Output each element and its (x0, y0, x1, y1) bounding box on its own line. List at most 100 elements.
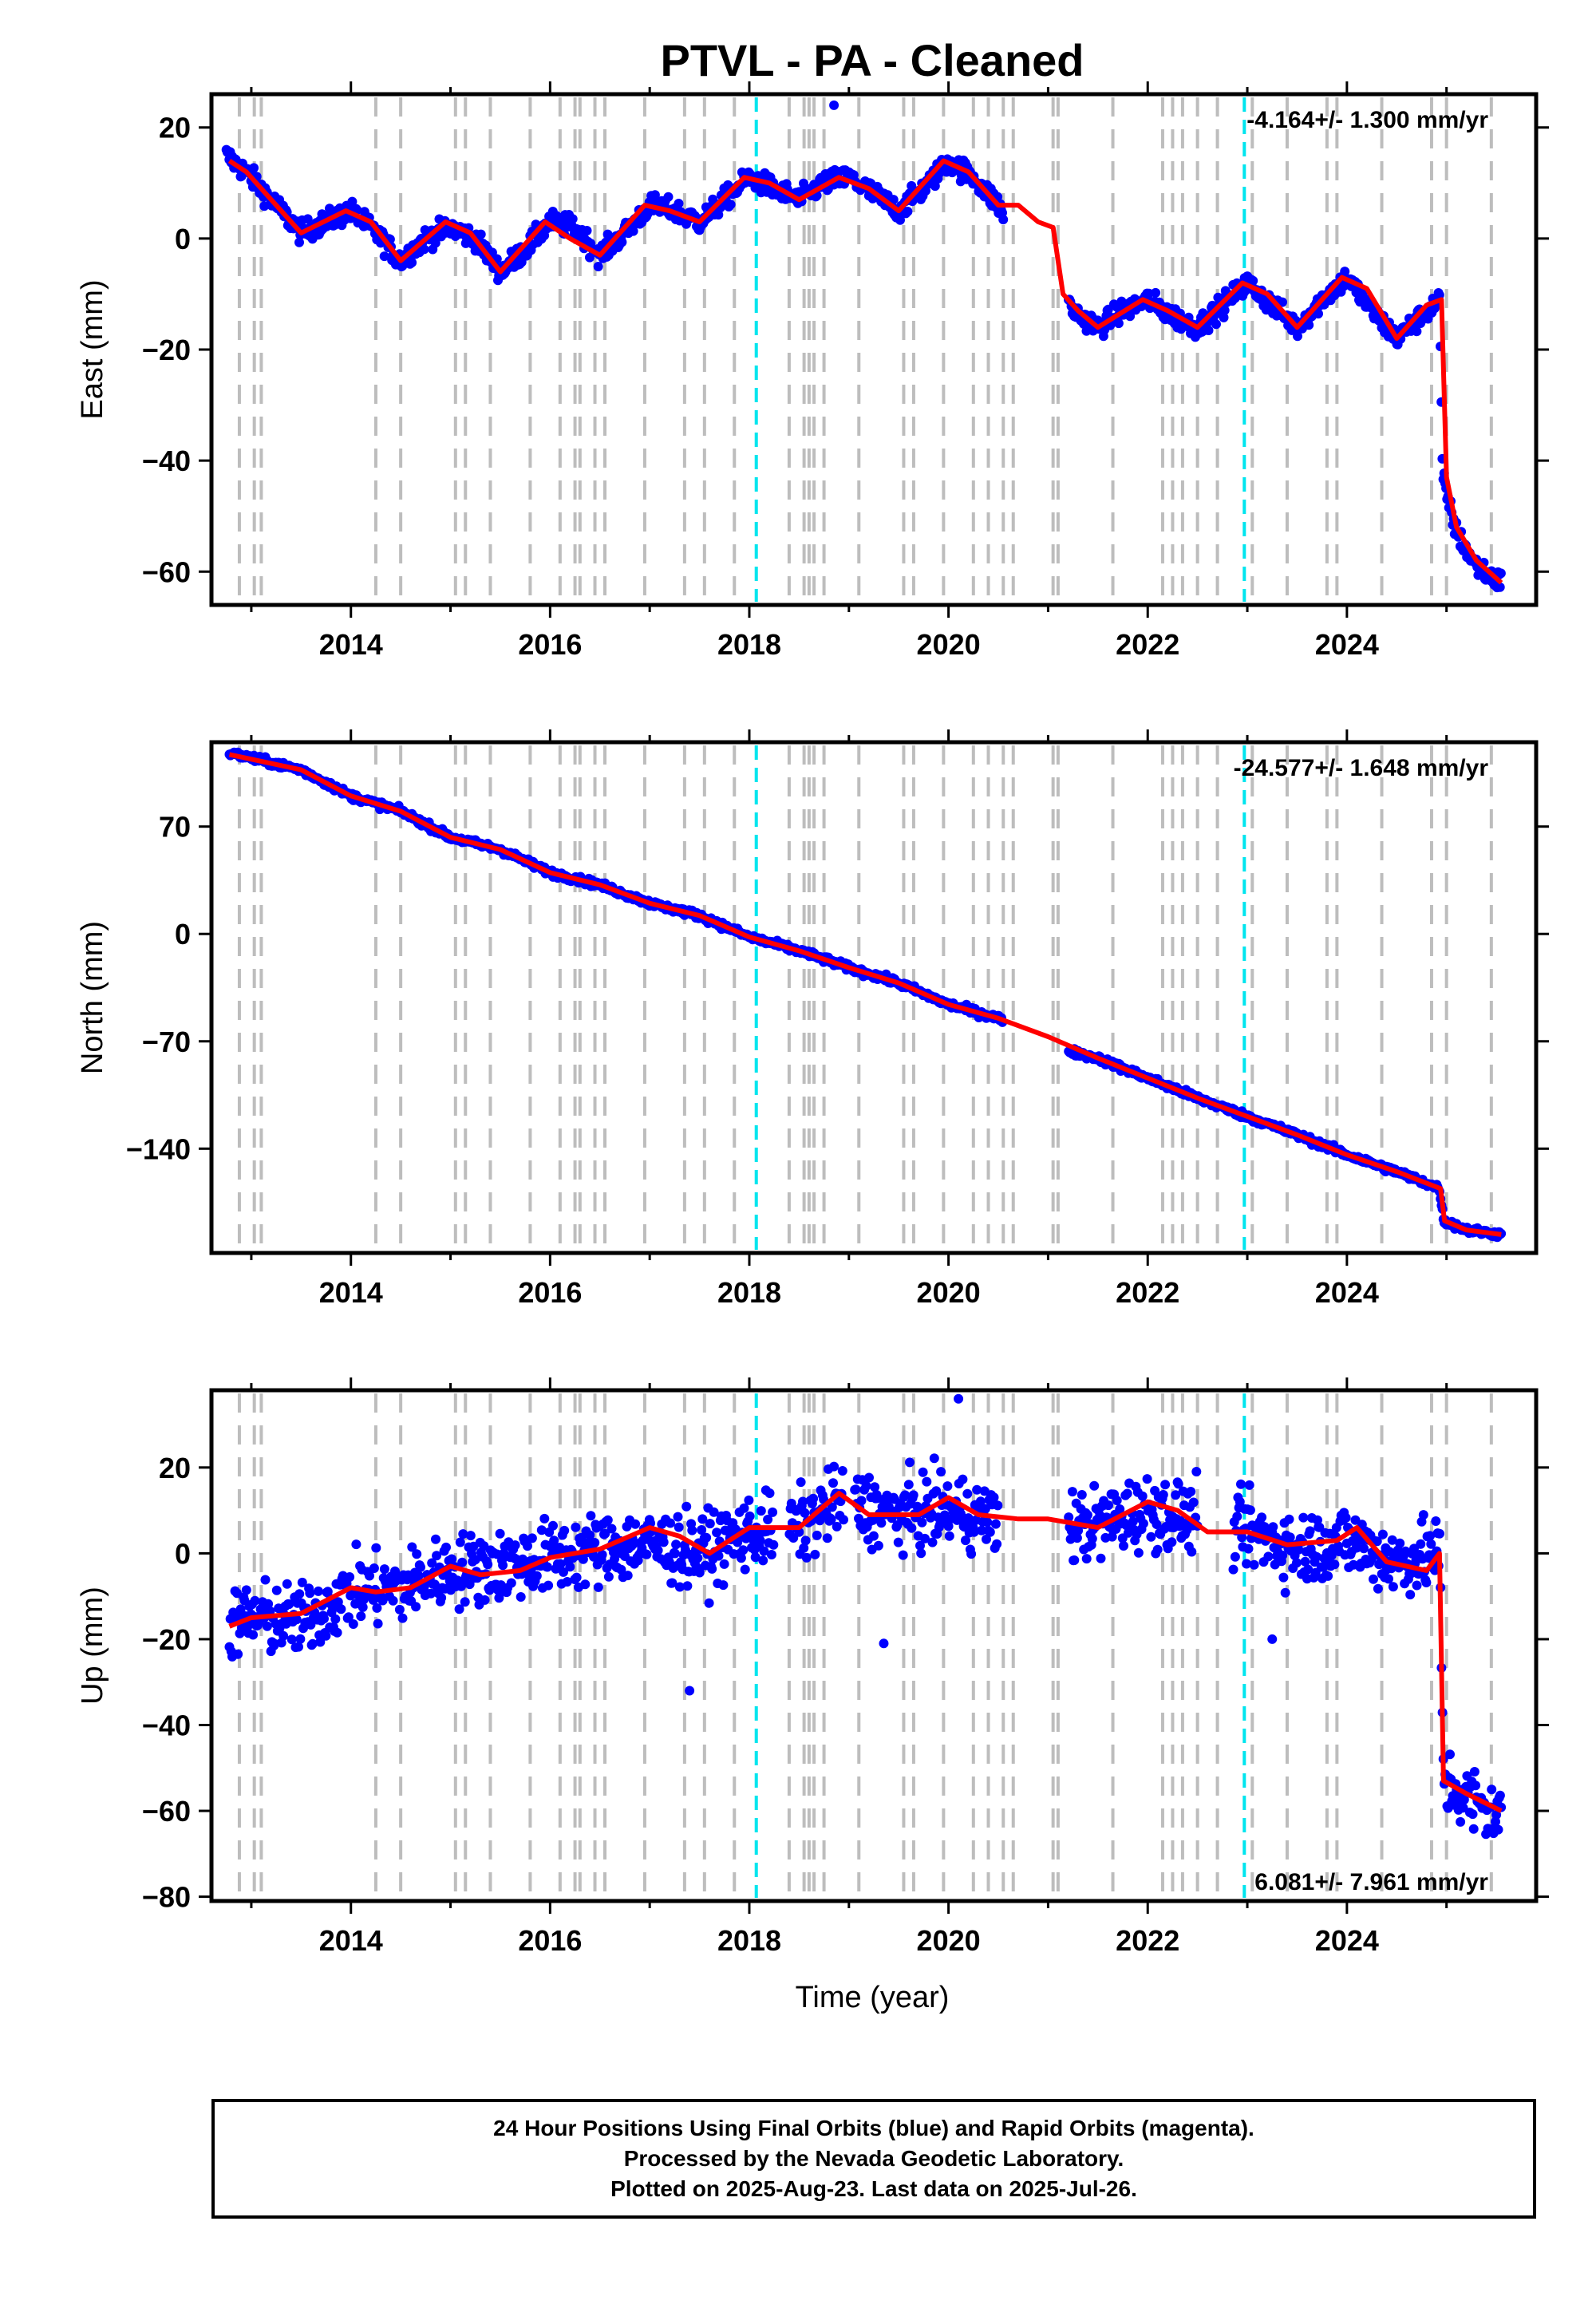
up-point-112 (330, 1614, 341, 1624)
up-point-247 (458, 1529, 468, 1539)
up-point-285 (494, 1593, 504, 1603)
up-point-94 (313, 1586, 323, 1596)
east-point-430 (628, 226, 638, 236)
up-point-27 (250, 1595, 260, 1606)
up-point-118 (336, 1604, 346, 1614)
east-point-724 (907, 180, 917, 191)
up-point-333 (539, 1513, 550, 1524)
up-point-544 (739, 1503, 749, 1513)
up-point-1071 (1369, 1574, 1378, 1584)
up-point-504 (701, 1532, 712, 1543)
up-point-40 (262, 1621, 272, 1631)
up-point-976 (1278, 1572, 1289, 1583)
up-point-620 (826, 1514, 836, 1524)
up-point-508 (705, 1519, 715, 1529)
east-point-1017 (1248, 275, 1258, 286)
up-point-751 (961, 1535, 970, 1546)
east-point-1190 (1412, 326, 1422, 337)
up-point-499 (697, 1525, 707, 1535)
up-point-441 (642, 1549, 652, 1559)
east-y-tick-label--40: −40 (142, 445, 191, 477)
north-plot-frame (209, 740, 1539, 1255)
up-point-73 (294, 1642, 303, 1652)
east-point-167 (379, 251, 389, 262)
up-point-407 (610, 1554, 620, 1564)
up-point-1131 (1425, 1531, 1436, 1541)
up-point-330 (536, 1525, 547, 1535)
up-point-200 (413, 1571, 424, 1581)
up-point-325 (531, 1571, 542, 1581)
up-point-152 (368, 1595, 378, 1605)
east-point-196 (407, 258, 417, 267)
up-point-1177 (1468, 1824, 1479, 1834)
up-point-662 (876, 1518, 887, 1528)
up-point-63 (284, 1599, 294, 1610)
up-point-601 (808, 1493, 819, 1504)
up-point-357 (562, 1577, 572, 1587)
up-point-1163 (1456, 1816, 1466, 1827)
up-point-515 (712, 1528, 722, 1538)
up-point-397 (600, 1528, 610, 1539)
up-point-1141 (1435, 1528, 1444, 1539)
up-point-992 (1294, 1544, 1304, 1555)
up-point-716 (927, 1537, 938, 1547)
up-point-545 (740, 1564, 750, 1575)
up-point-975 (1278, 1550, 1288, 1560)
east-point-209 (419, 244, 429, 255)
up-point-1030 (1329, 1559, 1340, 1570)
east-point-366 (567, 214, 578, 224)
up-point-790 (1067, 1487, 1077, 1497)
east-x-tick-label-2014: 2014 (319, 628, 383, 661)
up-point-556 (750, 1552, 760, 1563)
up-point-685 (898, 1550, 908, 1560)
up-point-784 (992, 1539, 1002, 1549)
up-point-795 (1072, 1533, 1082, 1543)
up-point-126 (343, 1612, 354, 1622)
up-point-616 (822, 1533, 832, 1543)
caption-line-1: 24 Hour Positions Using Final Orbits (bl… (493, 2116, 1254, 2140)
east-point-970 (1203, 326, 1214, 335)
up-point-593 (800, 1535, 811, 1546)
up-point-622 (828, 1478, 838, 1488)
up-point-414 (616, 1564, 626, 1575)
up-point-1121 (1416, 1539, 1426, 1549)
east-point-133 (347, 196, 358, 207)
up-point-748 (958, 1474, 968, 1484)
up-y-tick-label--60: −60 (142, 1795, 191, 1828)
up-point-468 (667, 1578, 678, 1588)
up-point-781 (989, 1492, 999, 1503)
east-point-978 (1211, 319, 1221, 330)
up-point-902 (1173, 1479, 1183, 1489)
up-point-139 (356, 1611, 366, 1622)
up-point-475 (674, 1522, 684, 1532)
up-point-183 (397, 1613, 408, 1623)
up-point-930 (1235, 1496, 1245, 1507)
north-y-tick-label--140: −140 (126, 1132, 191, 1165)
up-point-320 (527, 1533, 537, 1543)
east-panel: 2014 2016 2018 2020 2022 2024 20 0 −20 −40 −60 East… (76, 81, 1549, 661)
up-point-523 (719, 1559, 729, 1569)
up-point-705 (917, 1517, 927, 1528)
east-point-40 (259, 201, 270, 211)
east-y-axis-label: East (mm) (76, 279, 109, 419)
east-y-tick-label--20: −20 (142, 334, 191, 366)
up-point-792 (1069, 1555, 1080, 1565)
up-point-483 (681, 1501, 692, 1512)
up-point-983 (1285, 1532, 1295, 1543)
up-point-1203 (1493, 1824, 1503, 1835)
up-point-549 (744, 1495, 754, 1505)
up-model-line (228, 1491, 1503, 1813)
up-point-571 (764, 1488, 775, 1498)
east-point-29 (249, 163, 259, 173)
up-point-561 (755, 1535, 765, 1546)
up-point-235 (447, 1554, 457, 1564)
up-point-694 (907, 1523, 917, 1533)
up-point-680 (893, 1537, 903, 1547)
up-point-873 (1146, 1531, 1156, 1542)
east-point-749 (930, 181, 940, 192)
up-point-1137 (1431, 1516, 1441, 1526)
up-point-164 (379, 1564, 389, 1575)
up-point-687 (900, 1490, 911, 1500)
east-model-line (227, 158, 1503, 585)
